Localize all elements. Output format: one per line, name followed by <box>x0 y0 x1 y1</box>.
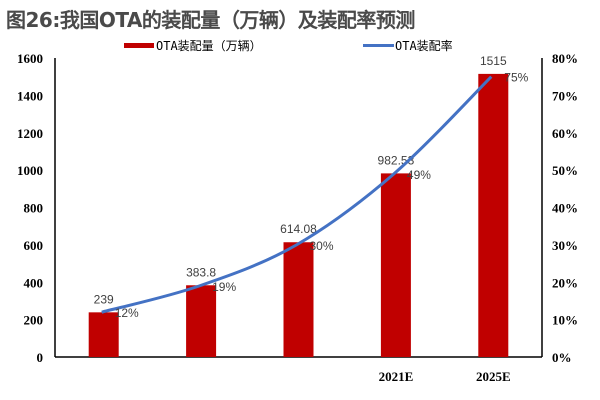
rate-data-label: 75% <box>504 71 528 85</box>
y-left-tick-label: 1000 <box>17 163 43 178</box>
bar <box>478 73 509 358</box>
y-left-tick-label: 600 <box>24 238 44 253</box>
legend-label-line: OTA装配率 <box>395 38 453 53</box>
bar <box>88 312 119 357</box>
y-left-tick-label: 1200 <box>17 126 43 141</box>
bar <box>186 285 217 357</box>
chart-title: 图26:我国OTA的装配量（万辆）及装配率预测 <box>6 8 415 32</box>
x-tick-label: 2025E <box>476 369 511 384</box>
y-right-tick-label: 10% <box>552 313 578 328</box>
y-right-tick-label: 80% <box>552 51 578 66</box>
rate-data-label: 12% <box>115 306 139 320</box>
y-right-tick-label: 40% <box>552 201 578 216</box>
rate-data-label: 49% <box>407 168 431 182</box>
bar-data-label: 239 <box>94 292 114 306</box>
rate-data-label: 19% <box>212 280 236 294</box>
y-right-tick-label: 60% <box>552 126 578 141</box>
y-right-tick-label: 20% <box>552 275 578 290</box>
legend-label-bar: OTA装配量（万辆） <box>156 39 262 53</box>
bar-data-label: 614.08 <box>280 222 317 236</box>
y-left-tick-label: 1400 <box>17 88 43 103</box>
bar <box>283 242 314 357</box>
y-left-tick-label: 800 <box>24 201 44 216</box>
y-left-tick-label: 400 <box>24 275 44 290</box>
bar-data-label: 1515 <box>480 54 507 68</box>
y-right-tick-label: 0% <box>552 350 572 365</box>
y-right-tick-label: 70% <box>552 88 578 103</box>
y-right-tick-label: 30% <box>552 238 578 253</box>
legend-swatch-bar <box>124 43 154 48</box>
y-left-tick-label: 1600 <box>17 51 43 66</box>
bar-data-label: 383.8 <box>186 265 216 279</box>
rate-data-label: 30% <box>310 239 334 253</box>
bar <box>380 173 411 357</box>
y-left-tick-label: 200 <box>24 313 44 328</box>
x-tick-label: 2021E <box>379 369 414 384</box>
y-right-tick-label: 50% <box>552 163 578 178</box>
y-left-tick-label: 0 <box>37 350 44 365</box>
